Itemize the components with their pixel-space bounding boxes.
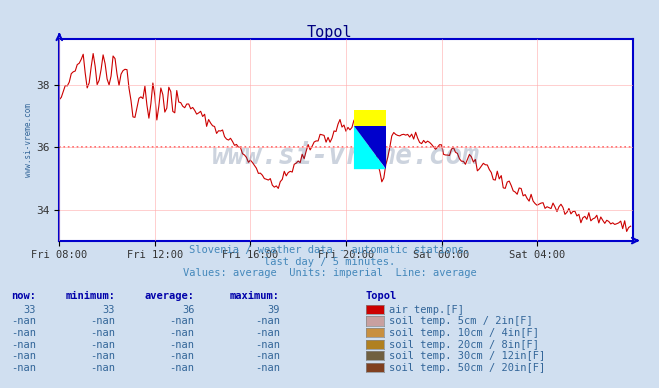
Polygon shape: [354, 126, 386, 169]
Text: Topol: Topol: [306, 25, 353, 40]
Text: Topol: Topol: [366, 291, 397, 301]
Text: soil temp. 5cm / 2in[F]: soil temp. 5cm / 2in[F]: [389, 316, 533, 326]
Text: -nan: -nan: [90, 363, 115, 373]
Text: 39: 39: [268, 305, 280, 315]
Text: -nan: -nan: [169, 316, 194, 326]
Text: air temp.[F]: air temp.[F]: [389, 305, 465, 315]
Text: -nan: -nan: [90, 316, 115, 326]
Text: -nan: -nan: [90, 328, 115, 338]
Text: -nan: -nan: [169, 351, 194, 361]
Text: -nan: -nan: [11, 363, 36, 373]
Text: -nan: -nan: [255, 363, 280, 373]
Text: -nan: -nan: [11, 328, 36, 338]
Text: average:: average:: [144, 291, 194, 301]
Polygon shape: [354, 110, 386, 126]
Y-axis label: www.si-vreme.com: www.si-vreme.com: [24, 103, 34, 177]
Text: 33: 33: [103, 305, 115, 315]
Text: -nan: -nan: [90, 351, 115, 361]
Text: soil temp. 20cm / 8in[F]: soil temp. 20cm / 8in[F]: [389, 340, 540, 350]
Text: www.si-vreme.com: www.si-vreme.com: [212, 142, 480, 170]
Text: -nan: -nan: [11, 316, 36, 326]
Text: now:: now:: [11, 291, 36, 301]
Text: -nan: -nan: [11, 351, 36, 361]
Text: -nan: -nan: [255, 351, 280, 361]
Text: -nan: -nan: [255, 328, 280, 338]
Text: -nan: -nan: [11, 340, 36, 350]
Text: -nan: -nan: [255, 340, 280, 350]
Text: 33: 33: [24, 305, 36, 315]
Text: -nan: -nan: [169, 328, 194, 338]
Text: Values: average  Units: imperial  Line: average: Values: average Units: imperial Line: av…: [183, 268, 476, 279]
Text: -nan: -nan: [169, 363, 194, 373]
Text: 36: 36: [182, 305, 194, 315]
Text: -nan: -nan: [90, 340, 115, 350]
Text: maximum:: maximum:: [230, 291, 280, 301]
Polygon shape: [354, 126, 386, 169]
Text: -nan: -nan: [255, 316, 280, 326]
Text: last day / 5 minutes.: last day / 5 minutes.: [264, 257, 395, 267]
Text: soil temp. 30cm / 12in[F]: soil temp. 30cm / 12in[F]: [389, 351, 546, 361]
Text: minimum:: minimum:: [65, 291, 115, 301]
Text: Slovenia / weather data - automatic stations.: Slovenia / weather data - automatic stat…: [189, 245, 470, 255]
Text: soil temp. 50cm / 20in[F]: soil temp. 50cm / 20in[F]: [389, 363, 546, 373]
Text: -nan: -nan: [169, 340, 194, 350]
Text: soil temp. 10cm / 4in[F]: soil temp. 10cm / 4in[F]: [389, 328, 540, 338]
